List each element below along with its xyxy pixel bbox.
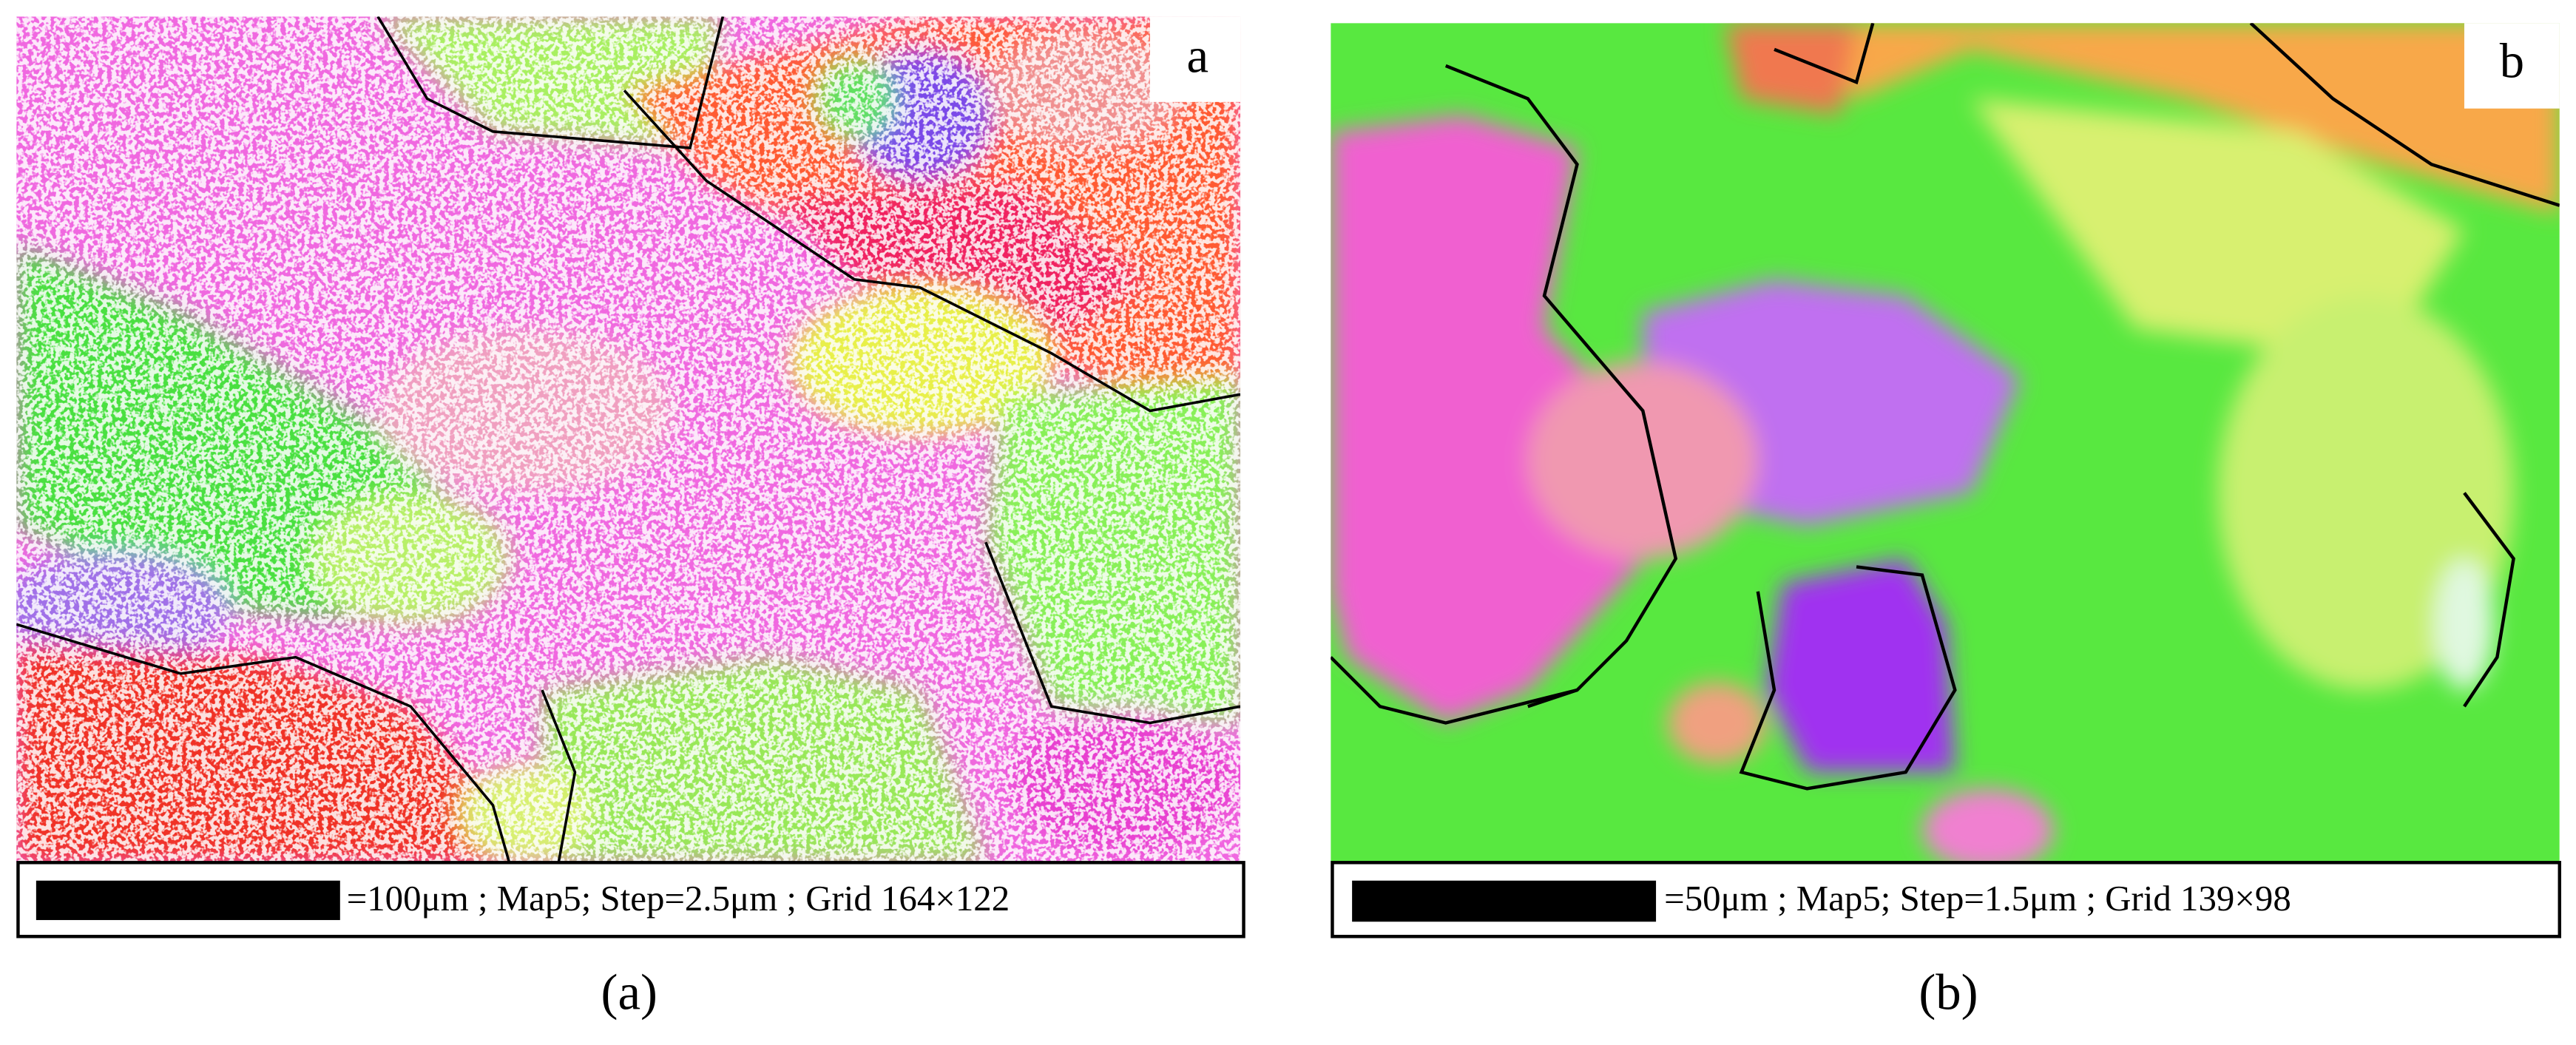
grain: [1667, 681, 1766, 765]
boundary: [623, 89, 1241, 413]
scale-text: =50μm ; Map5; Step=1.5μm ; Grid 139×98: [1664, 878, 2291, 919]
scale-bar: [1352, 880, 1657, 922]
grain-regions: [1331, 23, 2560, 863]
grain: [1725, 23, 1857, 115]
grain: [1971, 98, 2464, 362]
panel-caption: (b): [1919, 964, 1978, 1020]
corner-label-box: [2464, 23, 2560, 109]
boundary: [1331, 656, 1578, 725]
boundary: [1774, 23, 1875, 85]
boundary: [2249, 23, 2560, 207]
scale-text: =100μm ; Map5; Step=2.5μm ; Grid 164×122: [347, 878, 1010, 919]
speckle: [16, 16, 1241, 863]
boundary: [16, 623, 511, 863]
boundary: [1739, 565, 1957, 791]
boundary: [984, 541, 1241, 725]
ebsd-map-b: [1331, 23, 2560, 863]
scale-bar: [36, 880, 340, 921]
corner-label-box: [1149, 16, 1241, 102]
panel-label: a: [1187, 30, 1209, 84]
grain: [2434, 558, 2494, 691]
boundary: [376, 16, 725, 149]
boundary: [541, 689, 577, 863]
boundary: [2463, 492, 2515, 708]
grain: [1331, 115, 1660, 723]
panel-caption: (a): [601, 964, 657, 1020]
grain: [1527, 361, 1758, 559]
grain-boundaries: [16, 16, 1241, 863]
grain: [1741, 23, 2560, 214]
grain: [1765, 558, 1955, 773]
grain-boundaries: [1331, 23, 2560, 791]
grain: [1921, 788, 2054, 863]
boundary: [1444, 64, 1678, 708]
panel-label: b: [2500, 34, 2524, 88]
ebsd-map-a: [16, 16, 1241, 863]
